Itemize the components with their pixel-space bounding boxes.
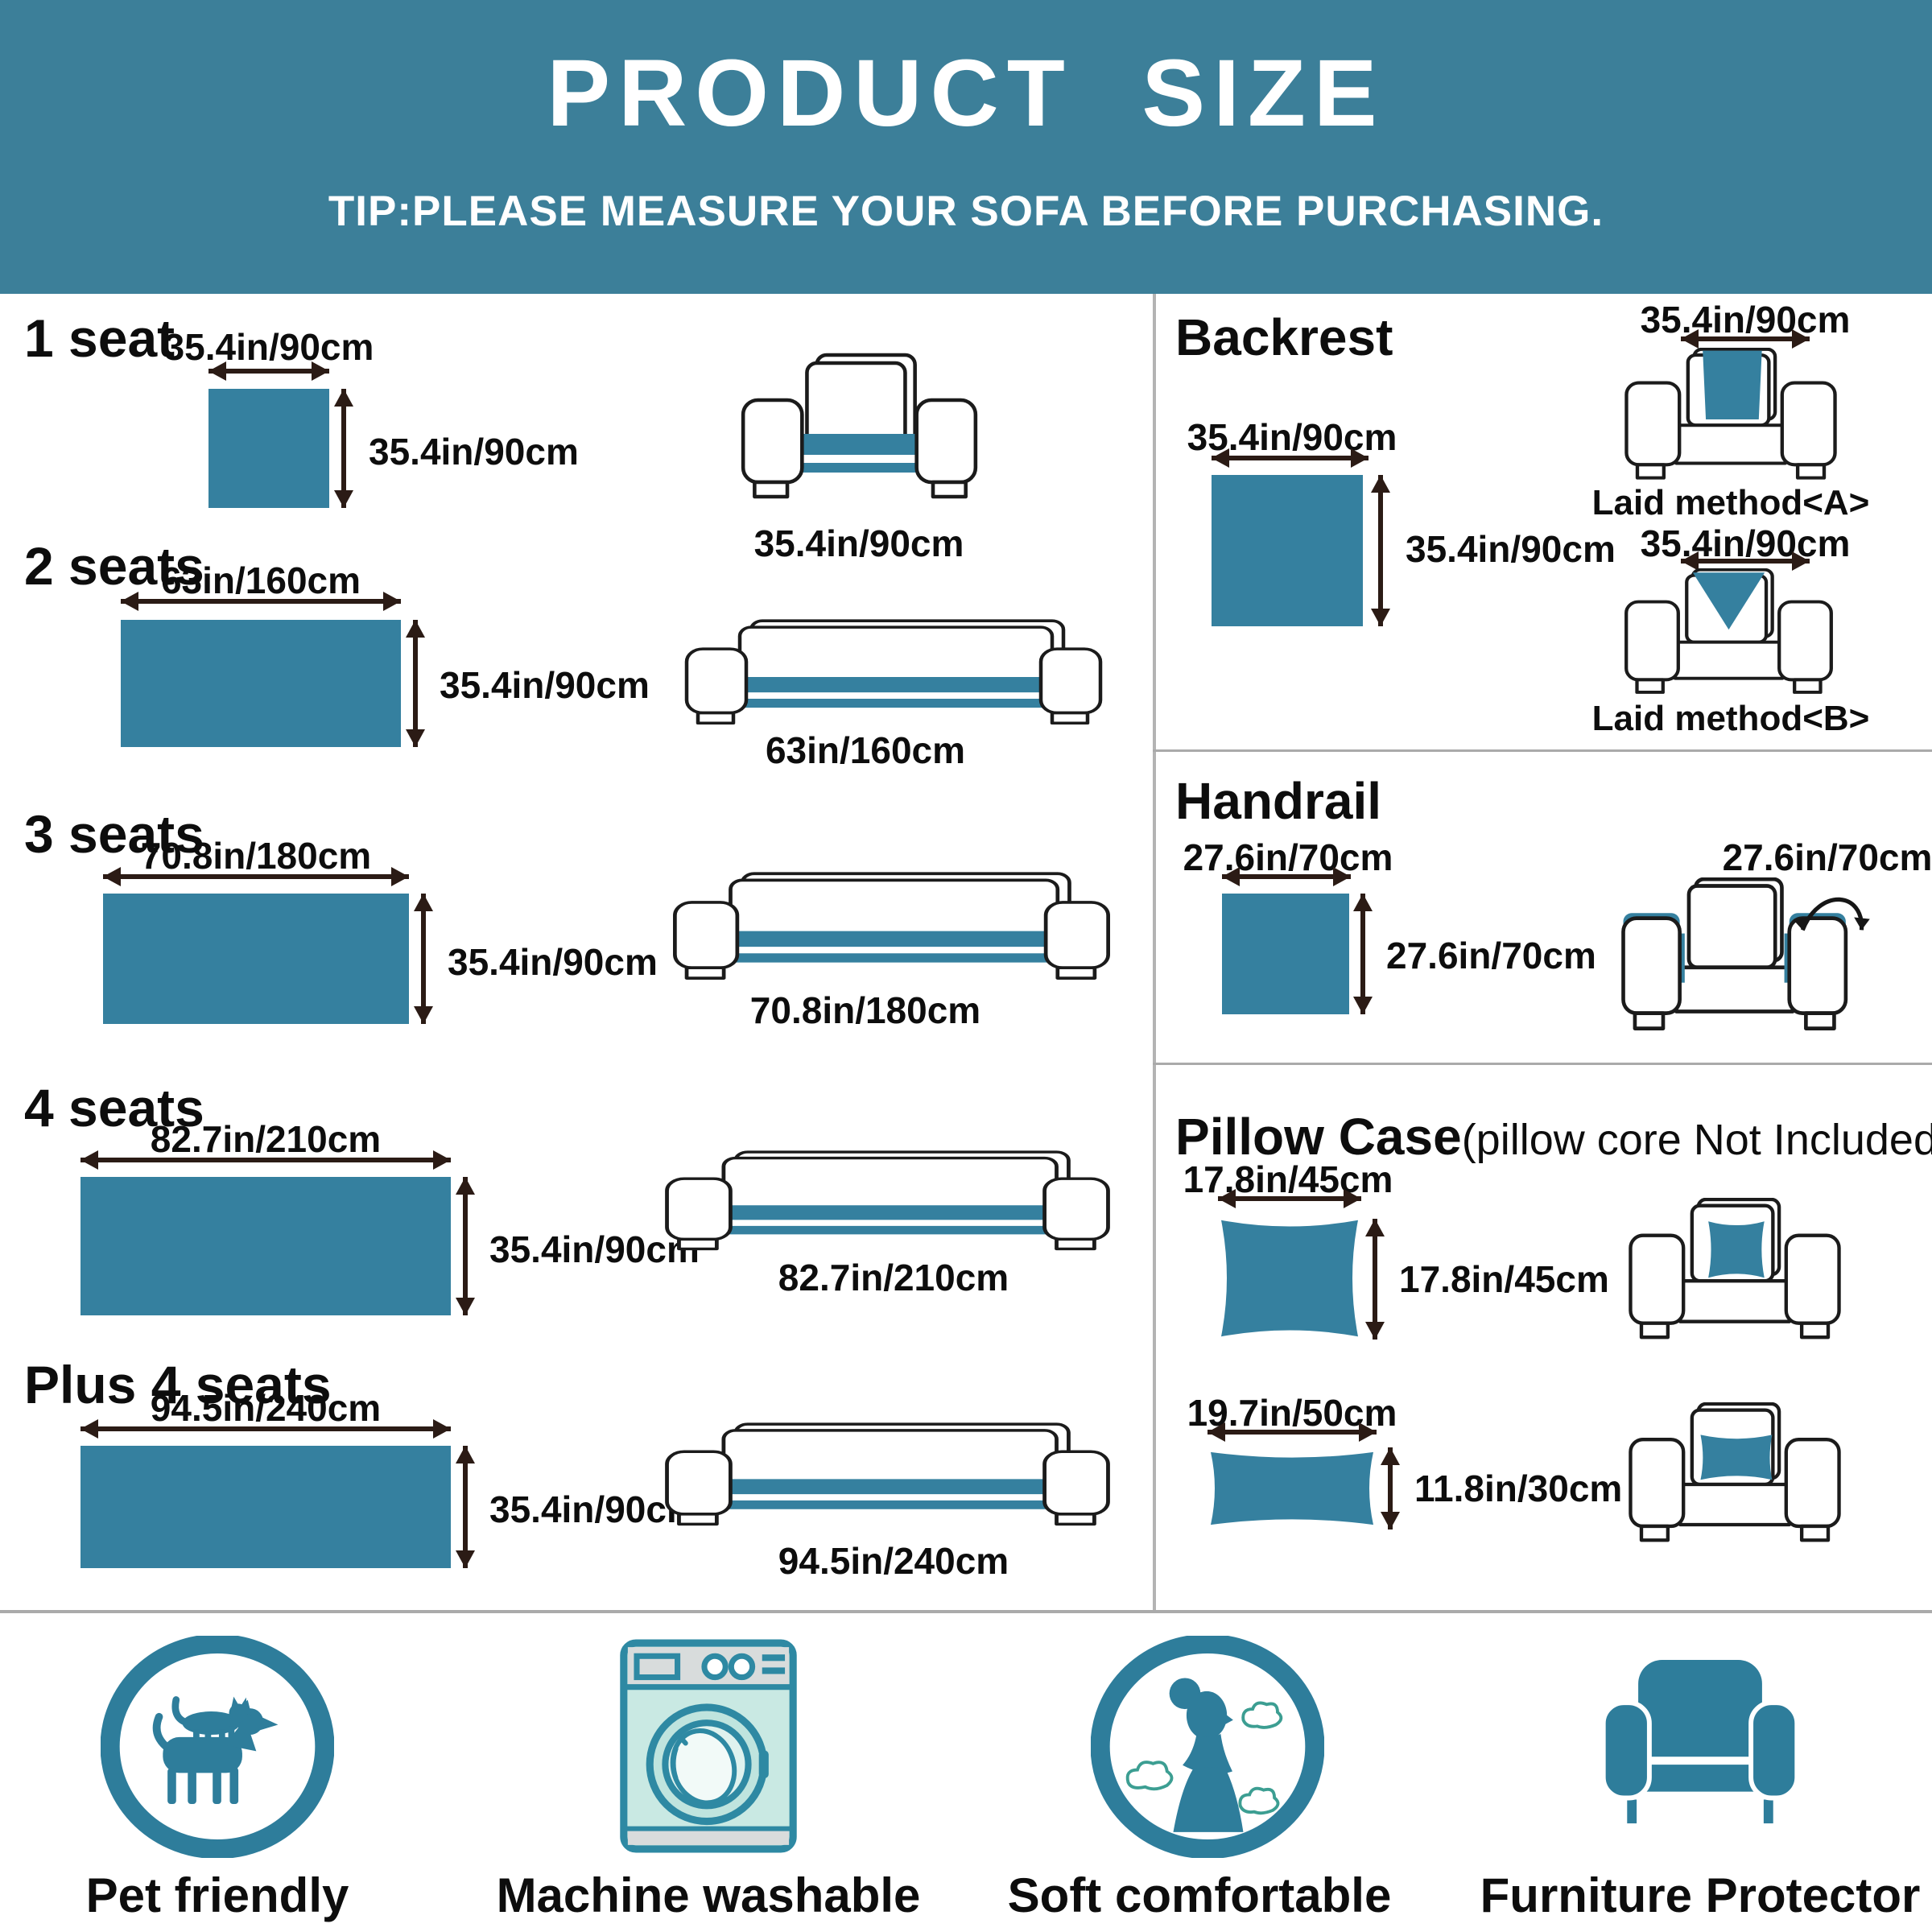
2-seats-width-label: 63in/160cm [160, 559, 361, 601]
2-seats-sofa-label: 63in/160cm [765, 729, 966, 771]
square-pillow-illustration [1218, 1214, 1361, 1343]
laid-method-a-chair-illustration [1614, 348, 1847, 483]
1-seat-size-swatch [208, 389, 329, 508]
armchair-illustration [737, 350, 982, 519]
pillow-case-title-text: Pillow Case [1175, 1108, 1462, 1166]
pillow2-height-label: 11.8in/30cm [1414, 1468, 1623, 1509]
handrail-size-swatch [1222, 894, 1349, 1014]
2-seats-width-arrow [121, 592, 401, 611]
1-seat-width-arrow [208, 361, 329, 381]
pillow1-chair-illustration [1618, 1198, 1852, 1343]
pillow1-height-label: 17.8in/45cm [1399, 1258, 1609, 1300]
laid-method-b-arrow [1681, 551, 1810, 571]
backrest-width-arrow [1212, 448, 1368, 468]
page-subtitle: TIP:PLEASE MEASURE YOUR SOFA BEFORE PURC… [328, 188, 1604, 235]
column-divider [1153, 294, 1156, 1610]
soft-comfortable-label: Soft comfortable [1007, 1868, 1392, 1922]
pillow-case-title: Pillow Case(pillow core Not Included) [1175, 1107, 1932, 1166]
laid-method-a-arrow [1681, 329, 1810, 349]
handrail-chair-size-label: 27.6in/70cm [1722, 836, 1932, 878]
pillow2-chair-illustration [1618, 1402, 1852, 1546]
laid-method-a-caption: Laid method<A> [1591, 483, 1870, 522]
plus-4-seats-sofa-label: 94.5in/240cm [778, 1540, 1009, 1582]
pillow2-width-arrow [1208, 1422, 1377, 1442]
pillow2-height-arrow [1381, 1447, 1400, 1530]
pillow-case-note: (pillow core Not Included) [1461, 1116, 1932, 1164]
pillow1-height-arrow [1365, 1219, 1385, 1340]
backrest-size-swatch [1212, 475, 1363, 626]
section-2-seats-label: 2 seats [24, 536, 204, 596]
4-seats-sofa-label: 82.7in/210cm [778, 1257, 1009, 1298]
plus-4-seats-width-arrow [80, 1419, 451, 1439]
1-seat-height-label: 35.4in/90cm [369, 431, 579, 473]
sofa-2-seats-illustration [680, 618, 1107, 727]
plus-4-seats-size-swatch [80, 1446, 451, 1568]
section-1-seat-label: 1 seat [24, 308, 175, 368]
3-seats-width-arrow [103, 867, 409, 886]
page-title: PRODUCT SIZE [547, 40, 1385, 147]
3-seats-size-swatch [103, 894, 409, 1024]
1-seat-height-arrow [334, 389, 353, 508]
washing-machine-icon [618, 1638, 799, 1854]
3-seats-height-label: 35.4in/90cm [448, 941, 658, 983]
furniture-protector-label: Furniture Protector [1480, 1868, 1921, 1922]
machine-washable-label: Machine washable [496, 1868, 921, 1922]
4-seats-height-label: 35.4in/90cm [489, 1228, 700, 1270]
pillow1-width-arrow [1218, 1189, 1361, 1208]
pet-friendly-icon [101, 1636, 334, 1858]
header-banner: PRODUCT SIZE TIP:PLEASE MEASURE YOUR SOF… [0, 0, 1932, 294]
2-seats-height-arrow [406, 620, 425, 747]
features-divider [0, 1610, 1932, 1613]
handrail-height-arrow [1353, 894, 1373, 1014]
laid-method-b-chair-illustration [1614, 568, 1843, 697]
laid-method-a-size-label: 35.4in/90cm [1640, 299, 1851, 341]
sofa-plus-4-seats-illustration [660, 1422, 1115, 1528]
sofa-4-seats-illustration [660, 1150, 1115, 1253]
section-4-seats-label: 4 seats [24, 1078, 204, 1137]
handrail-width-arrow [1222, 867, 1351, 886]
handrail-chair-illustration [1610, 877, 1876, 1034]
handrail-pillow-divider [1153, 1063, 1932, 1065]
4-seats-width-label: 82.7in/210cm [150, 1118, 382, 1160]
handrail-title: Handrail [1175, 772, 1382, 830]
plus-4-seats-width-label: 94.5in/240cm [150, 1387, 382, 1429]
laid-method-b-size-label: 35.4in/90cm [1640, 522, 1851, 564]
laid-method-b-caption: Laid method<B> [1591, 699, 1870, 738]
plus-4-seats-height-label: 35.4in/90cm [489, 1488, 700, 1530]
4-seats-width-arrow [80, 1150, 451, 1170]
1-seat-sofa-label: 35.4in/90cm [753, 522, 964, 564]
pillow1-width-label: 17.8in/45cm [1183, 1158, 1393, 1200]
furniture-protector-icon [1596, 1657, 1805, 1827]
section-plus-4-seats-label: Plus 4 seats [24, 1355, 332, 1414]
handrail-width-label: 27.6in/70cm [1183, 836, 1393, 878]
sofa-3-seats-illustration [668, 871, 1115, 982]
pet-friendly-label: Pet friendly [85, 1868, 349, 1922]
lumbar-pillow-illustration [1208, 1447, 1377, 1530]
2-seats-size-swatch [121, 620, 401, 747]
soft-comfortable-icon [1091, 1636, 1324, 1858]
plus-4-seats-height-arrow [456, 1446, 475, 1568]
backrest-height-arrow [1371, 475, 1390, 626]
1-seat-width-label: 35.4in/90cm [163, 326, 374, 368]
2-seats-height-label: 35.4in/90cm [440, 664, 650, 706]
section-3-seats-label: 3 seats [24, 804, 204, 864]
backrest-title: Backrest [1175, 308, 1393, 366]
3-seats-width-label: 70.8in/180cm [140, 835, 372, 877]
3-seats-height-arrow [414, 894, 433, 1024]
4-seats-size-swatch [80, 1177, 451, 1315]
4-seats-height-arrow [456, 1177, 475, 1315]
backrest-handrail-divider [1153, 749, 1932, 752]
handrail-height-label: 27.6in/70cm [1386, 935, 1596, 976]
3-seats-sofa-label: 70.8in/180cm [749, 989, 981, 1031]
backrest-height-label: 35.4in/90cm [1406, 528, 1616, 570]
